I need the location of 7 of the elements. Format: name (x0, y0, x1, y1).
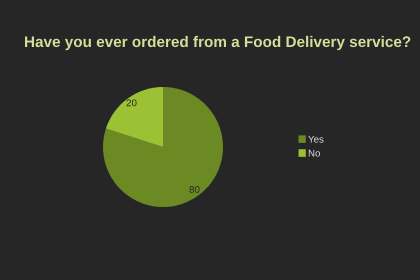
chart-title: Have you ever ordered from a Food Delivery service? (25, 36, 410, 50)
data-label: 20 (126, 99, 137, 106)
data-label: 80 (189, 186, 200, 193)
pie-slice (103, 87, 223, 207)
legend-label: Yes (308, 136, 324, 143)
legend-label: No (308, 150, 320, 157)
pie-slice (106, 87, 163, 147)
